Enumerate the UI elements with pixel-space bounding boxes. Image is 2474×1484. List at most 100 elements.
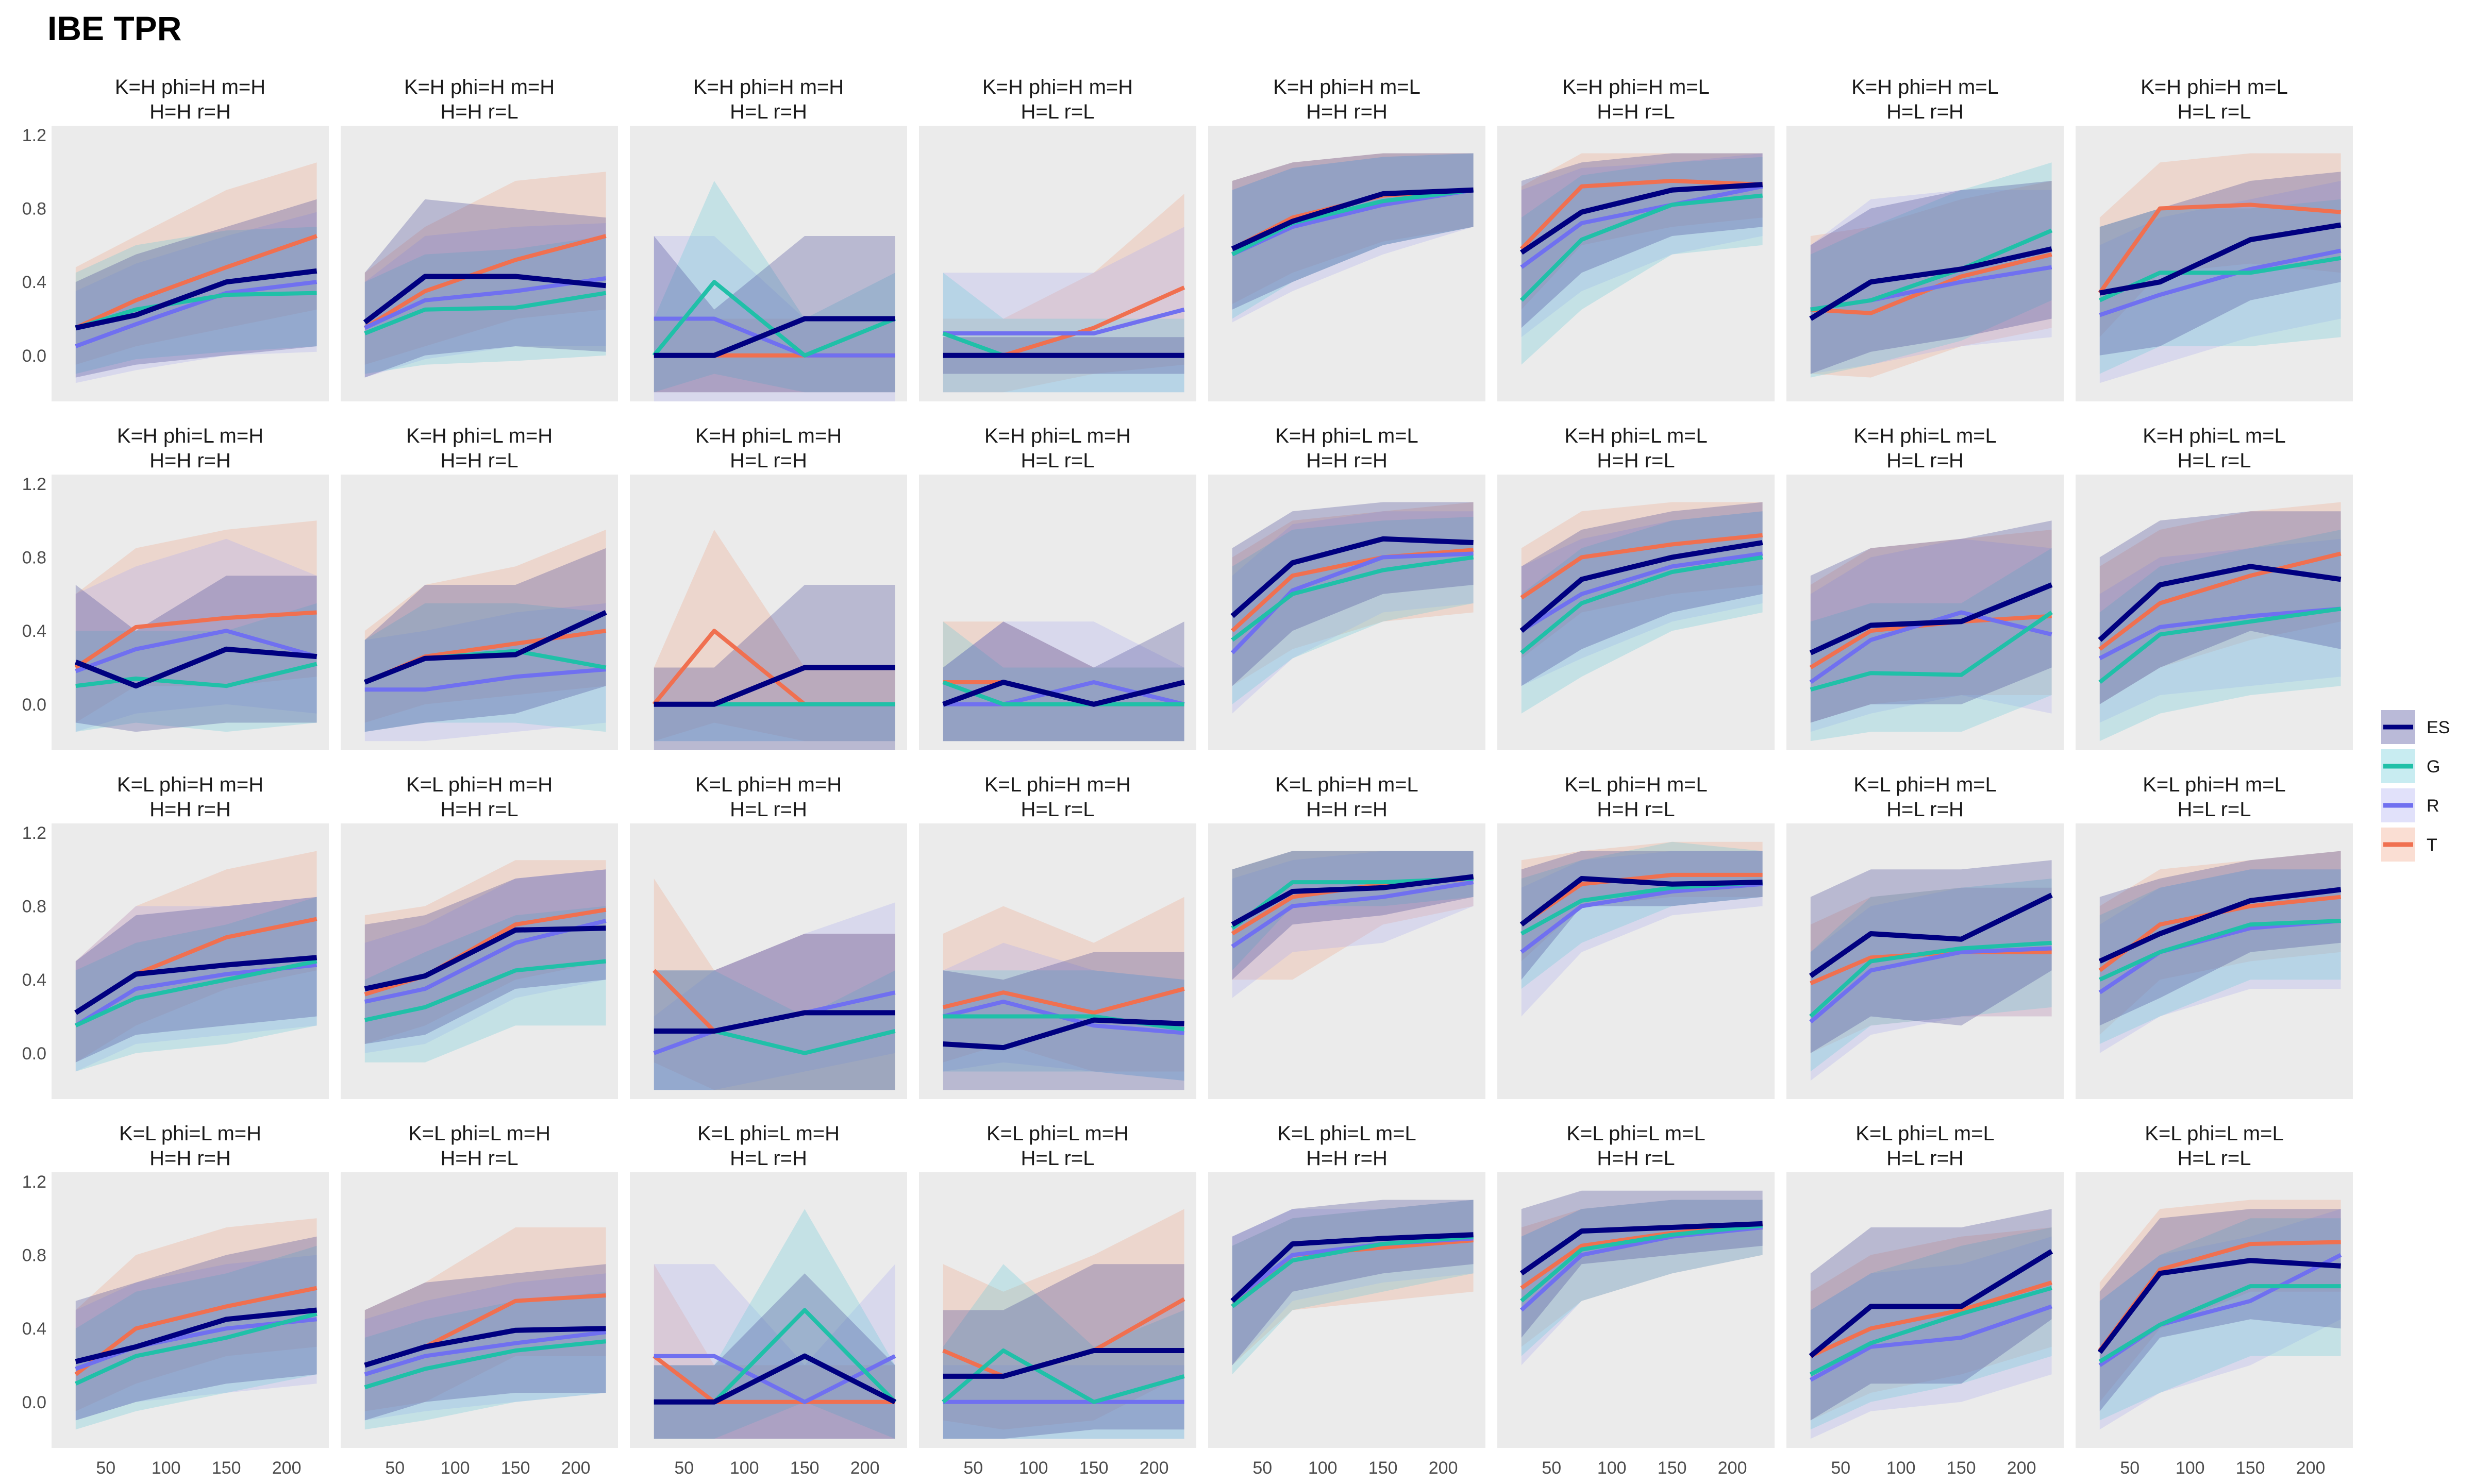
panel-background	[52, 1172, 329, 1448]
x-tick-label: 150	[2236, 1458, 2265, 1478]
series-line-es	[1230, 536, 1474, 618]
ribbon-t	[364, 1227, 606, 1411]
panel-title-line2: H=H r=L	[440, 1147, 518, 1170]
panel-background	[919, 823, 1196, 1099]
ribbon-g	[2099, 869, 2341, 1044]
panel-title-line1: K=H phi=L m=L	[1853, 425, 1997, 447]
series-line-g	[652, 280, 896, 358]
ribbon-r	[654, 236, 895, 401]
panel-title-line2: H=H r=L	[440, 449, 518, 472]
series-line-es	[1231, 187, 1474, 251]
ribbon-r	[1810, 538, 2052, 732]
ribbon-t	[654, 1264, 895, 1439]
ribbon-es	[654, 585, 895, 750]
x-tick-label: 100	[152, 1458, 181, 1478]
y-tick-label: 0.4	[22, 273, 46, 292]
panel-title-line1: K=H phi=H m=H	[693, 76, 844, 98]
series-line-r	[1809, 610, 2052, 684]
x-tick-label: 100	[1019, 1458, 1048, 1478]
x-tick-label: 50	[963, 1458, 983, 1478]
panel: K=H phi=H m=HH=H r=L	[341, 76, 618, 401]
ribbon-r	[1810, 190, 2052, 374]
panel-title-line2: H=L r=L	[2177, 1147, 2251, 1170]
series-line-es	[654, 316, 895, 358]
x-tick-label: 100	[730, 1458, 759, 1478]
series-line-g	[1520, 555, 1763, 655]
panel-title-line1: K=H phi=H m=H	[115, 76, 265, 98]
panel-title-line2: H=L r=L	[1021, 1147, 1094, 1170]
ribbon-es	[364, 199, 606, 378]
legend-label: G	[2427, 757, 2440, 777]
x-tick-label: 200	[850, 1458, 880, 1478]
ribbon-r	[654, 902, 895, 1090]
ribbon-t	[1810, 887, 2052, 1053]
y-tick-label: 0.4	[22, 1319, 46, 1339]
ribbon-es	[364, 1264, 606, 1421]
series-line-t	[2098, 203, 2341, 294]
y-tick-label: 0.4	[22, 621, 46, 641]
panel-title-line2: H=L r=H	[1886, 100, 1964, 123]
panel-background	[1786, 1172, 2064, 1448]
ribbon-g	[654, 704, 895, 741]
legend-label: ES	[2427, 718, 2450, 737]
y-tick-label: 1.2	[22, 1172, 46, 1192]
panel: K=H phi=L m=HH=L r=L	[919, 425, 1196, 750]
series-line-r	[1809, 1304, 2052, 1382]
panel-title-line1: K=H phi=H m=L	[1273, 76, 1420, 98]
series-line-g	[2098, 1284, 2341, 1363]
series-line-t	[75, 234, 317, 330]
ribbon-t	[75, 851, 317, 1063]
panel: K=L phi=H m=HH=L r=H	[630, 773, 907, 1099]
legend-item-r: R	[2381, 788, 2439, 822]
panel-title-line1: K=H phi=L m=L	[1564, 425, 1708, 447]
series-line-r	[1520, 551, 1763, 633]
series-line-es	[2098, 564, 2342, 642]
series-line-r	[1520, 882, 1763, 954]
panel-background	[1497, 126, 1775, 401]
panel-background	[341, 1172, 618, 1448]
ribbon-g	[364, 603, 606, 732]
ribbon-t	[364, 860, 606, 1044]
panel: K=L phi=H m=LH=H r=L	[1497, 773, 1775, 1099]
panel-title-line1: K=L phi=L m=L	[1566, 1122, 1705, 1145]
legend: ES GRT	[2381, 710, 2450, 862]
ribbon-g	[364, 236, 606, 374]
series-line-g	[2099, 919, 2341, 982]
ribbon-es	[1521, 502, 1763, 686]
series-line-r	[1520, 184, 1763, 269]
series-line-es	[1519, 1221, 1763, 1276]
ribbon-t	[654, 530, 895, 741]
series-line-g	[2098, 606, 2342, 684]
panel-title-line1: K=H phi=H m=H	[404, 76, 555, 98]
panel-title-line2: H=H r=H	[1306, 100, 1388, 123]
ribbon-r	[654, 704, 895, 741]
series-line-t	[2098, 551, 2342, 651]
ribbon-g	[943, 970, 1184, 1081]
ribbon-t	[943, 194, 1184, 393]
panel-background	[52, 475, 329, 750]
chart-title: IBE TPR	[47, 9, 181, 47]
ribbon-r	[1232, 851, 1474, 998]
x-tick-label: 100	[1308, 1458, 1338, 1478]
series-line-g	[1231, 1234, 1474, 1308]
x-tick-label: 200	[1429, 1458, 1458, 1478]
panel-title-line2: H=H r=H	[149, 449, 231, 472]
panel-background	[1497, 823, 1775, 1099]
series-line-es	[75, 268, 317, 331]
x-tick-label: 200	[1140, 1458, 1169, 1478]
series-line-g	[1809, 940, 2052, 1018]
ribbon-g	[2099, 199, 2341, 374]
y-tick-label: 0.4	[22, 970, 46, 990]
ribbon-es	[364, 548, 606, 732]
panel: K=H phi=L m=LH=H r=L	[1497, 425, 1775, 750]
panel: K=H phi=H m=LH=L r=H	[1786, 76, 2064, 401]
panel-title-line1: K=L phi=L m=H	[408, 1122, 550, 1145]
legend-item-es: ES	[2381, 710, 2450, 744]
panel-background	[1208, 126, 1485, 401]
ribbon-es	[75, 199, 317, 378]
panel: K=L phi=L m=LH=L r=H 50 100 150 200	[1786, 1122, 2064, 1478]
panel-title-line2: H=H r=L	[1597, 100, 1675, 123]
panel-background	[341, 126, 618, 401]
panel-title-line2: H=L r=H	[730, 1147, 807, 1170]
panel-background	[1208, 1172, 1485, 1448]
